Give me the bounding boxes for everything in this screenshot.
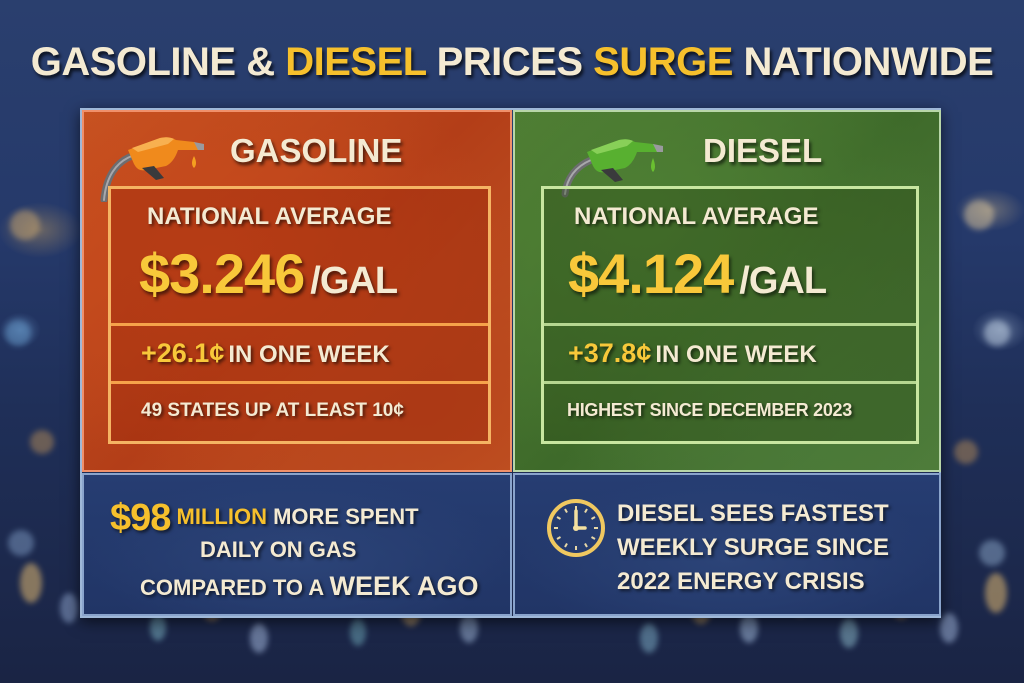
spending-line-3: COMPARED TO A WEEK AGO [140, 571, 478, 602]
diesel-change-row: +37.8¢ IN ONE WEEK [544, 323, 916, 381]
gasoline-card: GASOLINE NATIONAL AVERAGE $3.246/GAL +26… [82, 110, 512, 472]
gasoline-average-row: NATIONAL AVERAGE $3.246/GAL [111, 189, 488, 323]
diesel-change: +37.8¢ IN ONE WEEK [568, 338, 817, 369]
bokeh-right [944, 180, 1024, 600]
headline-part: NATIONWIDE [732, 40, 994, 84]
gasoline-fact-row: 49 STATES UP AT LEAST 10¢ [111, 381, 488, 441]
diesel-price-value: $4.124 [568, 242, 734, 305]
headline-highlight: SURGE [593, 40, 733, 84]
diesel-stats-box: NATIONAL AVERAGE $4.124/GAL +37.8¢ IN ONE… [541, 186, 919, 444]
spending-line-3-prefix: COMPARED TO A [140, 575, 324, 600]
surge-line: 2022 ENERGY CRISIS [617, 568, 865, 595]
bokeh-left [0, 180, 80, 600]
gasoline-price: $3.246/GAL [139, 241, 398, 306]
gasoline-change: +26.1¢ IN ONE WEEK [141, 338, 390, 369]
spending-note: $98 MILLION MORE SPENT DAILY ON GAS COMP… [82, 473, 512, 616]
gasoline-change-row: +26.1¢ IN ONE WEEK [111, 323, 488, 381]
gasoline-stats-box: NATIONAL AVERAGE $3.246/GAL +26.1¢ IN ONE… [108, 186, 491, 444]
spending-line-2: DAILY ON GAS [200, 537, 357, 562]
spending-line-1: $98 MILLION MORE SPENT [110, 497, 419, 540]
diesel-price: $4.124/GAL [568, 241, 827, 306]
diesel-fact: HIGHEST SINCE DECEMBER 2023 [567, 400, 852, 420]
diesel-average-row: NATIONAL AVERAGE $4.124/GAL [544, 189, 916, 323]
surge-text: DIESEL SEES FASTEST WEEKLY SURGE SINCE 2… [617, 497, 889, 599]
surge-line: WEEKLY SURGE SINCE [617, 534, 890, 561]
spending-line-3-emphasis: WEEK AGO [329, 571, 479, 601]
price-unit: /GAL [739, 260, 827, 302]
gasoline-change-value: +26.1¢ [141, 338, 225, 368]
spending-amount: $98 [110, 497, 171, 539]
diesel-fact-row: HIGHEST SINCE DECEMBER 2023 [544, 381, 916, 441]
surge-note: DIESEL SEES FASTEST WEEKLY SURGE SINCE 2… [513, 473, 941, 616]
headline-part: PRICES [425, 40, 594, 84]
national-average-label: NATIONAL AVERAGE [147, 203, 392, 230]
spending-line-1-rest: MORE SPENT [273, 504, 419, 529]
surge-line: DIESEL SEES FASTEST [617, 500, 889, 527]
diesel-label: DIESEL [703, 132, 823, 169]
gasoline-label: GASOLINE [230, 132, 403, 169]
national-average-label: NATIONAL AVERAGE [574, 203, 819, 230]
change-suffix: IN ONE WEEK [228, 341, 390, 368]
diesel-change-value: +37.8¢ [568, 338, 652, 368]
clock-icon [547, 499, 605, 557]
headline-highlight: DIESEL [285, 40, 426, 84]
fuel-nozzle-green-icon [561, 139, 663, 198]
gasoline-fact: 49 STATES UP AT LEAST 10¢ [141, 400, 404, 421]
headline: GASOLINE & DIESEL PRICES SURGE NATIONWID… [0, 40, 1024, 85]
fuel-nozzle-orange-icon [100, 137, 204, 202]
change-suffix: IN ONE WEEK [655, 341, 817, 368]
infographic-panel: GASOLINE NATIONAL AVERAGE $3.246/GAL +26… [80, 108, 941, 618]
diesel-card: DIESEL NATIONAL AVERAGE $4.124/GAL +37.8… [513, 110, 941, 472]
spending-amount-unit: MILLION [176, 504, 267, 529]
headline-part: GASOLINE & [30, 40, 286, 84]
gasoline-price-value: $3.246 [139, 242, 305, 305]
price-unit: /GAL [310, 260, 398, 302]
